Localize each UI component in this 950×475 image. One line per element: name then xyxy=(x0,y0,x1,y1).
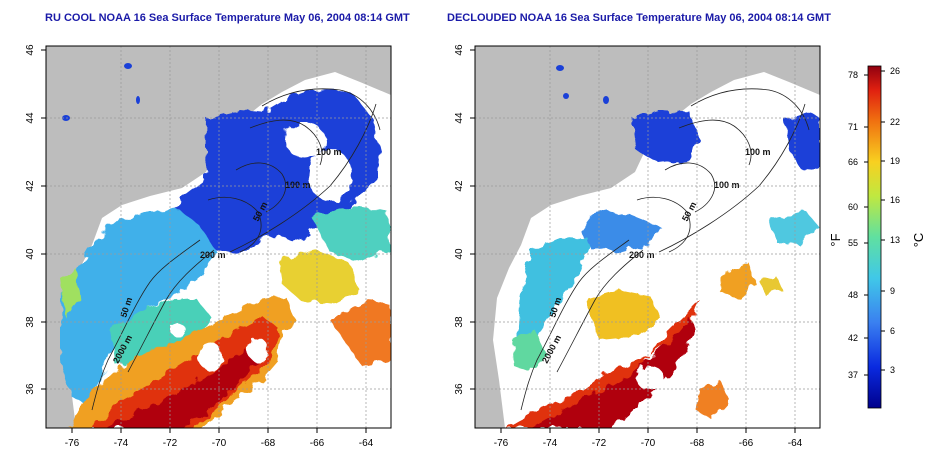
left-land-mass xyxy=(46,46,391,428)
left-x-tick-label: -76 xyxy=(65,438,80,449)
left-contour-label-1: 100 m xyxy=(316,147,342,157)
colorbar-c-tick: 19 xyxy=(890,156,900,166)
right-cold-patch-north xyxy=(632,110,700,164)
colorbar-celsius-label: °C xyxy=(911,233,926,248)
colorbar-f-tick: 37 xyxy=(848,370,858,380)
left-cool-slope-water xyxy=(60,210,215,405)
right-y-tick-label: 38 xyxy=(454,316,465,328)
right-contour-label-2: 100 m xyxy=(714,180,740,190)
left-contours xyxy=(91,88,381,411)
right-warm-patch-south xyxy=(696,380,730,420)
right-x-tick-label: -68 xyxy=(690,438,705,449)
colorbar-c-tick: 6 xyxy=(890,326,895,336)
left-grid xyxy=(46,46,391,428)
left-x-tick-label: -74 xyxy=(114,438,129,449)
left-offshore-cyan xyxy=(312,205,391,262)
right-green-water xyxy=(512,330,548,372)
left-y-tick-label: 40 xyxy=(25,248,36,260)
right-map-title: DECLOUDED NOAA 16 Sea Surface Temperatur… xyxy=(447,12,831,24)
left-offshore-yellow xyxy=(278,250,360,304)
right-cyan-patch-east xyxy=(768,210,818,246)
left-y-tick-label: 44 xyxy=(25,112,36,124)
colorbar-fahrenheit-label: °F xyxy=(828,233,843,246)
left-x-tick-label: -64 xyxy=(359,438,374,449)
left-y-tick-label: 36 xyxy=(25,383,36,395)
right-cool-shelf xyxy=(580,210,660,252)
right-yellow-water xyxy=(585,290,660,340)
right-y-tick-label: 46 xyxy=(454,44,465,56)
colorbar-c-tick: 26 xyxy=(890,66,900,76)
right-land-mass xyxy=(475,46,820,428)
right-hottest-core xyxy=(530,318,696,428)
right-yellow-patch-small xyxy=(758,276,782,296)
left-hot-core xyxy=(92,316,280,428)
left-mid-water xyxy=(110,298,212,365)
left-y-tick-label: 42 xyxy=(25,180,36,192)
right-x-tick-label: -76 xyxy=(494,438,509,449)
right-x-tick-label: -74 xyxy=(543,438,558,449)
left-map: 100 m 100 m 50 m 200 m 50 m 2000 m xyxy=(25,44,392,449)
left-map-title: RU COOL NOAA 16 Sea Surface Temperature … xyxy=(45,12,410,24)
right-x-tick-label: -70 xyxy=(641,438,656,449)
right-y-tick-label: 42 xyxy=(454,180,465,192)
right-contours xyxy=(520,88,810,411)
right-x-tick-label: -72 xyxy=(592,438,607,449)
left-contour-label-2: 100 m xyxy=(285,180,311,190)
right-contour-label-1: 100 m xyxy=(745,147,771,157)
colorbar-gradient xyxy=(867,65,882,409)
left-x-tick-label: -68 xyxy=(261,438,276,449)
colorbar-f-tick: 66 xyxy=(848,157,858,167)
right-y-tick-label: 44 xyxy=(454,112,465,124)
right-slope-water xyxy=(516,238,590,360)
colorbar-c-tick: 13 xyxy=(890,235,900,245)
temperature-colorbar: 78 71 66 60 55 48 42 37 26 22 19 16 13 9… xyxy=(828,65,926,409)
left-x-tick-label: -66 xyxy=(310,438,325,449)
right-map: 100 m 100 m 50 m 200 m 50 m 2000 m xyxy=(454,44,821,449)
left-y-tick-label: 46 xyxy=(25,44,36,56)
colorbar-f-tick: 55 xyxy=(848,238,858,248)
left-contour-label-4: 200 m xyxy=(200,250,226,260)
colorbar-f-tick: 48 xyxy=(848,290,858,300)
colorbar-c-tick: 9 xyxy=(890,286,895,296)
right-y-tick-label: 40 xyxy=(454,248,465,260)
left-y-tick-label: 38 xyxy=(25,316,36,328)
left-x-tick-label: -70 xyxy=(212,438,227,449)
colorbar-f-tick: 42 xyxy=(848,333,858,343)
right-warm-patch-east xyxy=(720,262,756,298)
right-x-tick-label: -64 xyxy=(788,438,803,449)
colorbar-f-tick: 60 xyxy=(848,202,858,212)
right-cold-patch-east xyxy=(785,112,820,170)
left-eastern-warm xyxy=(330,300,391,366)
left-coastal-green xyxy=(60,268,80,318)
left-x-tick-label: -72 xyxy=(163,438,178,449)
colorbar-c-tick: 3 xyxy=(890,365,895,375)
right-y-tick-label: 36 xyxy=(454,383,465,395)
colorbar-f-tick: 71 xyxy=(848,122,858,132)
right-contour-label-4: 200 m xyxy=(629,250,655,260)
right-grid xyxy=(475,46,820,428)
right-x-tick-label: -66 xyxy=(739,438,754,449)
colorbar-f-tick: 78 xyxy=(848,70,858,80)
colorbar-c-tick: 16 xyxy=(890,195,900,205)
colorbar-c-tick: 22 xyxy=(890,117,900,127)
left-hottest-core xyxy=(104,350,258,428)
